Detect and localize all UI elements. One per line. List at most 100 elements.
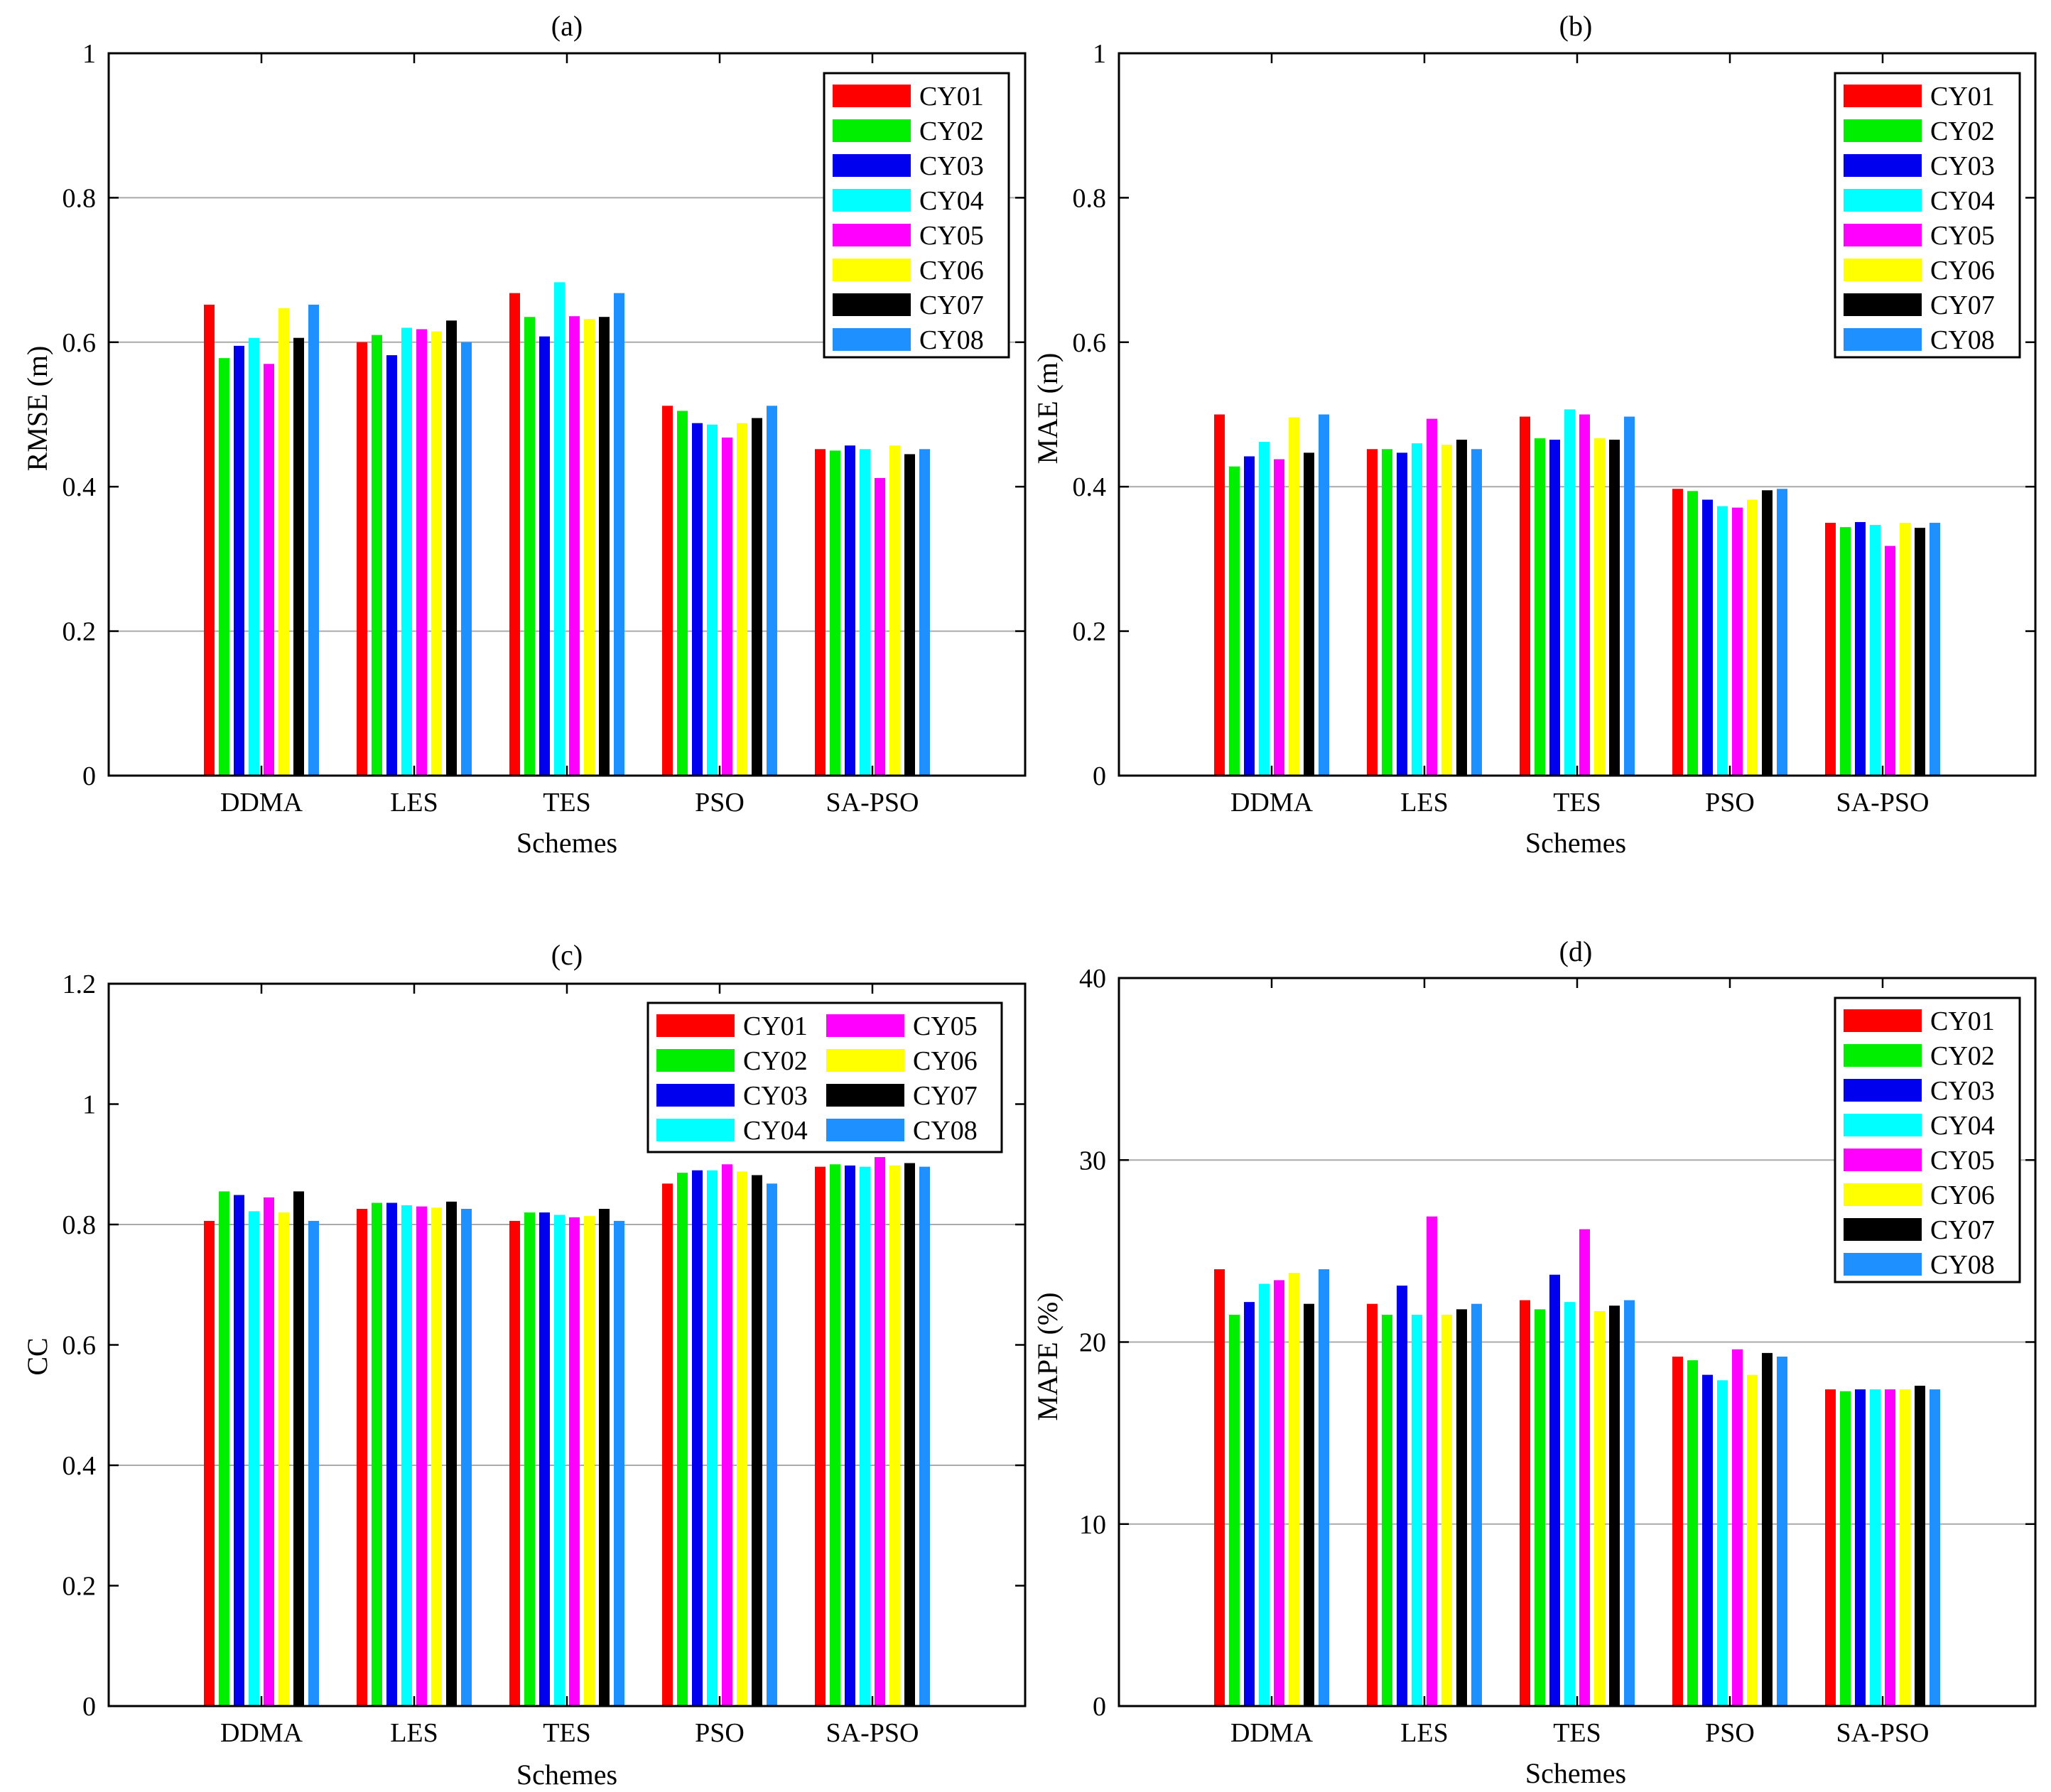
bar-ddma-cy08 xyxy=(1319,1269,1329,1706)
bar-les-cy04 xyxy=(1412,1315,1422,1706)
bar-tes-cy06 xyxy=(1594,438,1605,776)
bar-ddma-cy06 xyxy=(278,308,289,776)
bar-pso-cy06 xyxy=(1747,1374,1758,1706)
bar-pso-cy02 xyxy=(677,1173,688,1706)
bar-tes-cy02 xyxy=(1535,1309,1545,1706)
bar-tes-cy03 xyxy=(1549,440,1560,776)
panel-a: (a) RMSE (m) Schemes DDMA LES TES PSO SA-PSO… xyxy=(21,10,1027,859)
bar-sa-pso-cy05 xyxy=(875,1157,885,1706)
y-tick-label: 0.6 xyxy=(63,328,97,358)
bar-pso-cy06 xyxy=(1747,499,1758,776)
bar-tes-cy01 xyxy=(509,1220,520,1706)
y-tick-label: 0.4 xyxy=(63,472,97,502)
bar-pso-cy04 xyxy=(1717,1380,1728,1706)
bar-sa-pso-cy03 xyxy=(1855,522,1866,776)
bar-les-cy03 xyxy=(1397,452,1407,776)
bar-tes-cy04 xyxy=(554,1215,565,1706)
legend-swatch-cy03 xyxy=(1844,154,1922,177)
bar-sa-pso-cy05 xyxy=(875,477,885,776)
bar-sa-pso-cy08 xyxy=(1930,523,1940,776)
legend-label-cy07: CY07 xyxy=(913,1081,978,1111)
panel-c: (c) CC Schemes DDMA LES TES PSO SA-PSO 0 0.2 0.… xyxy=(21,939,1027,1791)
bar-les-cy06 xyxy=(431,331,442,776)
x-tick-label: DDMA xyxy=(220,788,303,818)
bar-tes-cy05 xyxy=(569,316,580,776)
bar-les-cy08 xyxy=(461,342,472,776)
bar-les-cy02 xyxy=(1382,1315,1392,1706)
bar-sa-pso-cy07 xyxy=(1915,528,1925,776)
legend-swatch-cy03 xyxy=(1844,1079,1922,1102)
x-tick-label: TES xyxy=(1553,788,1601,818)
bar-tes-cy08 xyxy=(1624,416,1635,776)
bar-tes-cy08 xyxy=(1624,1300,1635,1706)
legend-swatch-cy03 xyxy=(833,154,911,177)
bar-sa-pso-cy01 xyxy=(815,1166,826,1706)
bar-pso-cy07 xyxy=(1762,490,1773,776)
bar-ddma-cy03 xyxy=(234,1195,244,1706)
x-tick-label: DDMA xyxy=(1230,1718,1314,1748)
bar-pso-cy01 xyxy=(662,406,673,776)
legend-label-cy08: CY08 xyxy=(1930,325,1995,355)
bar-les-cy01 xyxy=(357,342,367,776)
bar-ddma-cy02 xyxy=(219,1191,229,1706)
panel-b-ylabel: MAE (m) xyxy=(1032,353,1064,465)
y-tick-label: 1 xyxy=(1093,39,1106,69)
bar-ddma-cy03 xyxy=(1244,456,1255,776)
panel-d-title: (d) xyxy=(1559,935,1593,967)
bar-sa-pso-cy03 xyxy=(845,445,855,776)
bar-pso-cy08 xyxy=(767,406,777,776)
legend-swatch-cy06 xyxy=(1844,259,1922,281)
legend-label-cy05: CY05 xyxy=(913,1011,978,1041)
x-tick-label: LES xyxy=(1400,1718,1449,1748)
y-tick-label: 40 xyxy=(1079,964,1106,994)
bar-ddma-cy07 xyxy=(1304,1303,1314,1706)
y-tick-label: 0.2 xyxy=(63,617,97,647)
bar-tes-cy07 xyxy=(599,1208,610,1706)
bar-ddma-cy01 xyxy=(1214,414,1225,776)
bar-les-cy01 xyxy=(357,1208,367,1706)
bar-les-cy05 xyxy=(416,1206,427,1706)
bar-ddma-cy05 xyxy=(264,364,274,776)
bar-pso-cy03 xyxy=(692,1170,703,1706)
legend-swatch-cy07 xyxy=(833,293,911,316)
bar-ddma-cy08 xyxy=(1319,414,1329,776)
axes-frame xyxy=(107,982,1027,1707)
panel-c-xlabel: Schemes xyxy=(516,1759,617,1791)
bar-ddma-cy02 xyxy=(1229,1315,1240,1706)
legend-swatch-cy06 xyxy=(1844,1183,1922,1206)
bar-tes-cy01 xyxy=(1520,1300,1530,1706)
x-tick-label: TES xyxy=(543,1718,591,1748)
bar-pso-cy07 xyxy=(752,418,762,776)
y-tick-label: 0.4 xyxy=(1073,472,1107,502)
y-tick-label: 0.4 xyxy=(63,1451,97,1481)
y-tick-label: 30 xyxy=(1079,1146,1106,1175)
legend-swatch-cy06 xyxy=(833,259,911,281)
bar-sa-pso-cy07 xyxy=(904,454,915,776)
bar-sa-pso-cy04 xyxy=(860,449,870,776)
x-tick-label: LES xyxy=(1400,788,1449,818)
legend-swatch-cy07 xyxy=(1844,1218,1922,1241)
x-tick-label: SA-PSO xyxy=(1836,788,1930,818)
bar-les-cy07 xyxy=(1456,440,1467,776)
legend-label-cy01: CY01 xyxy=(1930,82,1995,112)
bar-les-cy04 xyxy=(1412,443,1422,776)
legend-swatch-cy03 xyxy=(656,1084,735,1107)
legend-swatch-cy04 xyxy=(1844,1114,1922,1136)
panel-b-plot: DDMA LES TES PSO SA-PSO00.20.40.60.81CY01CY0… xyxy=(1073,39,2037,818)
bar-pso-cy02 xyxy=(677,411,688,776)
bar-pso-cy08 xyxy=(1777,489,1787,776)
bar-pso-cy05 xyxy=(722,1164,732,1706)
bar-sa-pso-cy02 xyxy=(1840,1391,1851,1706)
bar-les-cy01 xyxy=(1367,449,1378,776)
bar-ddma-cy04 xyxy=(249,337,259,776)
bar-les-cy08 xyxy=(1471,449,1482,776)
bar-pso-cy03 xyxy=(1702,1374,1713,1706)
bar-sa-pso-cy01 xyxy=(1825,523,1836,776)
bar-tes-cy08 xyxy=(614,293,624,776)
bar-ddma-cy04 xyxy=(1259,1283,1270,1706)
y-tick-label: 0.8 xyxy=(63,183,97,213)
bar-pso-cy01 xyxy=(662,1183,673,1706)
legend-label-cy02: CY02 xyxy=(1930,1041,1995,1071)
bar-tes-cy07 xyxy=(1609,440,1620,776)
legend-label-cy05: CY05 xyxy=(1930,221,1995,251)
